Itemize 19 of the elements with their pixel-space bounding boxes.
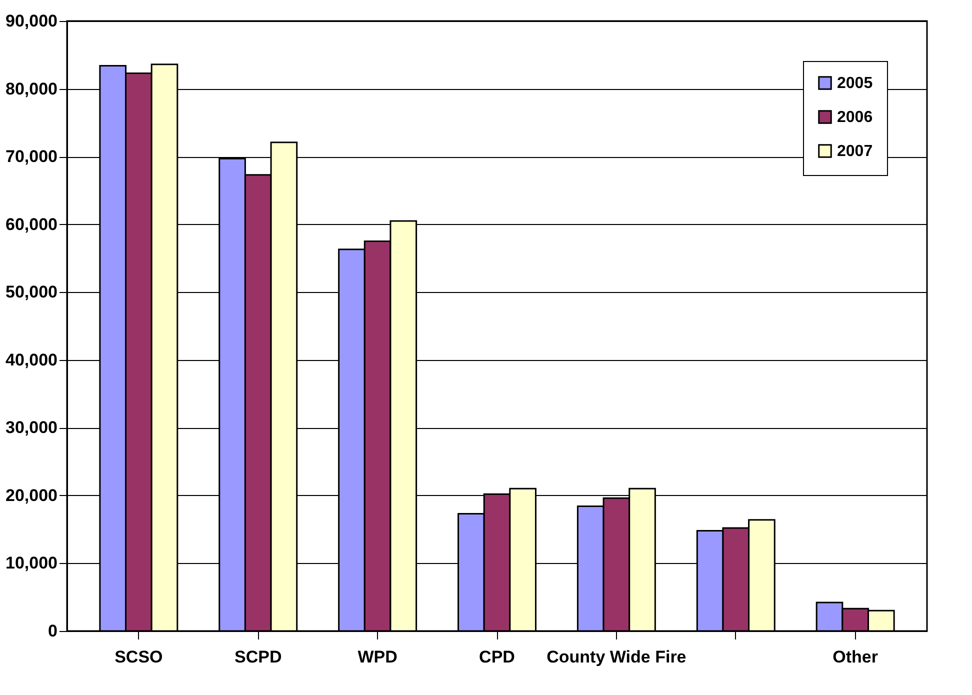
legend-label: 2006 (837, 109, 873, 126)
y-tick-label: 50,000 (6, 282, 58, 302)
y-tick-label: 60,000 (6, 214, 58, 234)
x-tick-label: SCSO (114, 648, 163, 666)
y-tick-label: 20,000 (6, 486, 58, 505)
y-tick-label: 0 (48, 622, 58, 640)
y-tick-label: 10,000 (6, 554, 58, 573)
x-tick-label: Other (832, 648, 878, 666)
x-tick-label: CPD (479, 648, 515, 666)
legend-label: 2005 (837, 75, 873, 92)
x-tick-label: SCPD (234, 648, 282, 666)
y-tick-label: 90,000 (6, 12, 58, 30)
legend-label: 2007 (837, 143, 873, 160)
y-tick-label: 70,000 (6, 147, 58, 166)
y-tick-label: 30,000 (6, 418, 58, 438)
x-tick-label: WPD (358, 648, 398, 666)
x-tick-label: County Wide Fire (546, 648, 686, 666)
y-tick-label: 40,000 (6, 350, 58, 370)
y-tick-label: 80,000 (6, 79, 58, 98)
